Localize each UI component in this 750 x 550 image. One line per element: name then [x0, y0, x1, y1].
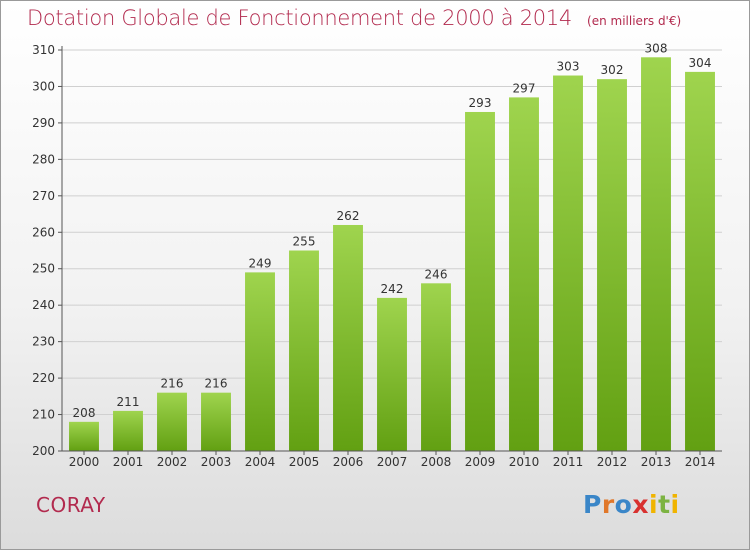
data-label: 303	[557, 60, 580, 74]
chart-title-main: Dotation Globale de Fonctionnement de 20…	[27, 6, 572, 30]
chart-title: Dotation Globale de Fonctionnement de 20…	[27, 6, 681, 30]
y-tick-label: 300	[32, 79, 55, 93]
x-tick-label: 2012	[597, 455, 628, 469]
logo-letter: o	[614, 490, 633, 519]
x-tick-label: 2003	[201, 455, 232, 469]
y-tick-label: 280	[32, 152, 55, 166]
bar-2003	[201, 392, 231, 451]
y-tick-label: 220	[32, 371, 55, 385]
data-label: 246	[425, 267, 448, 281]
x-tick-label: 2000	[69, 455, 100, 469]
bar-2000	[69, 421, 99, 451]
data-label: 242	[381, 282, 404, 296]
y-tick-label: 310	[32, 43, 55, 57]
bar-2001	[113, 410, 143, 451]
data-label: 211	[117, 395, 140, 409]
bar-2004	[245, 272, 275, 451]
x-tick-label: 2008	[421, 455, 452, 469]
bar-2006	[333, 224, 363, 451]
x-tick-label: 2002	[157, 455, 188, 469]
data-label: 216	[205, 377, 228, 391]
commune-name: CORAY	[36, 493, 106, 517]
x-tick-label: 2011	[553, 455, 584, 469]
bar-2012	[597, 79, 627, 451]
y-tick-label: 260	[32, 225, 55, 239]
logo-letter: r	[601, 490, 615, 519]
y-tick-label: 230	[32, 335, 55, 349]
x-tick-label: 2006	[333, 455, 364, 469]
x-tick-label: 2007	[377, 455, 408, 469]
bar-2013	[641, 57, 671, 452]
bar-2014	[685, 71, 715, 451]
data-label: 293	[469, 96, 492, 110]
data-label: 249	[249, 256, 272, 270]
data-label: 208	[73, 406, 96, 420]
bar-2009	[465, 111, 495, 452]
chart-subtitle: (en milliers d'€)	[587, 14, 682, 28]
bar-2010	[509, 97, 539, 452]
logo-letter: i	[649, 490, 659, 519]
x-tick-label: 2014	[685, 455, 716, 469]
y-tick-label: 240	[32, 298, 55, 312]
y-tick-label: 270	[32, 189, 55, 203]
y-tick-label: 250	[32, 262, 55, 276]
axis-layer: 200 210 220 230 240 250 260 270 280 290 300 310 2000…	[32, 43, 722, 469]
data-label: 262	[337, 209, 360, 223]
bar-2005	[289, 250, 319, 451]
bar-2008	[421, 283, 451, 451]
bar-2011	[553, 75, 583, 451]
data-label: 308	[645, 41, 668, 55]
y-tick-label: 210	[32, 408, 55, 422]
y-tick-label: 200	[32, 444, 55, 458]
data-label: 255	[293, 235, 316, 249]
data-label: 297	[513, 81, 536, 95]
data-label: 216	[161, 377, 184, 391]
data-label: 304	[689, 56, 712, 70]
x-tick-label: 2001	[113, 455, 144, 469]
x-tick-label: 2009	[465, 455, 496, 469]
bars-layer: 208 211 216 216 249 255 262 242 246 293 297 303 302 3…	[69, 41, 715, 452]
proxiti-logo: Proxiti	[583, 490, 680, 519]
bar-2007	[377, 297, 407, 451]
x-tick-label: 2013	[641, 455, 672, 469]
x-tick-label: 2005	[289, 455, 320, 469]
logo-letter: i	[670, 490, 680, 519]
x-tick-label: 2010	[509, 455, 540, 469]
data-label: 302	[601, 63, 624, 77]
logo-letter: x	[632, 490, 649, 519]
logo-letter: P	[583, 490, 602, 519]
bar-2002	[157, 392, 187, 451]
y-tick-label: 290	[32, 116, 55, 130]
x-tick-label: 2004	[245, 455, 276, 469]
logo-letter: t	[658, 490, 671, 519]
